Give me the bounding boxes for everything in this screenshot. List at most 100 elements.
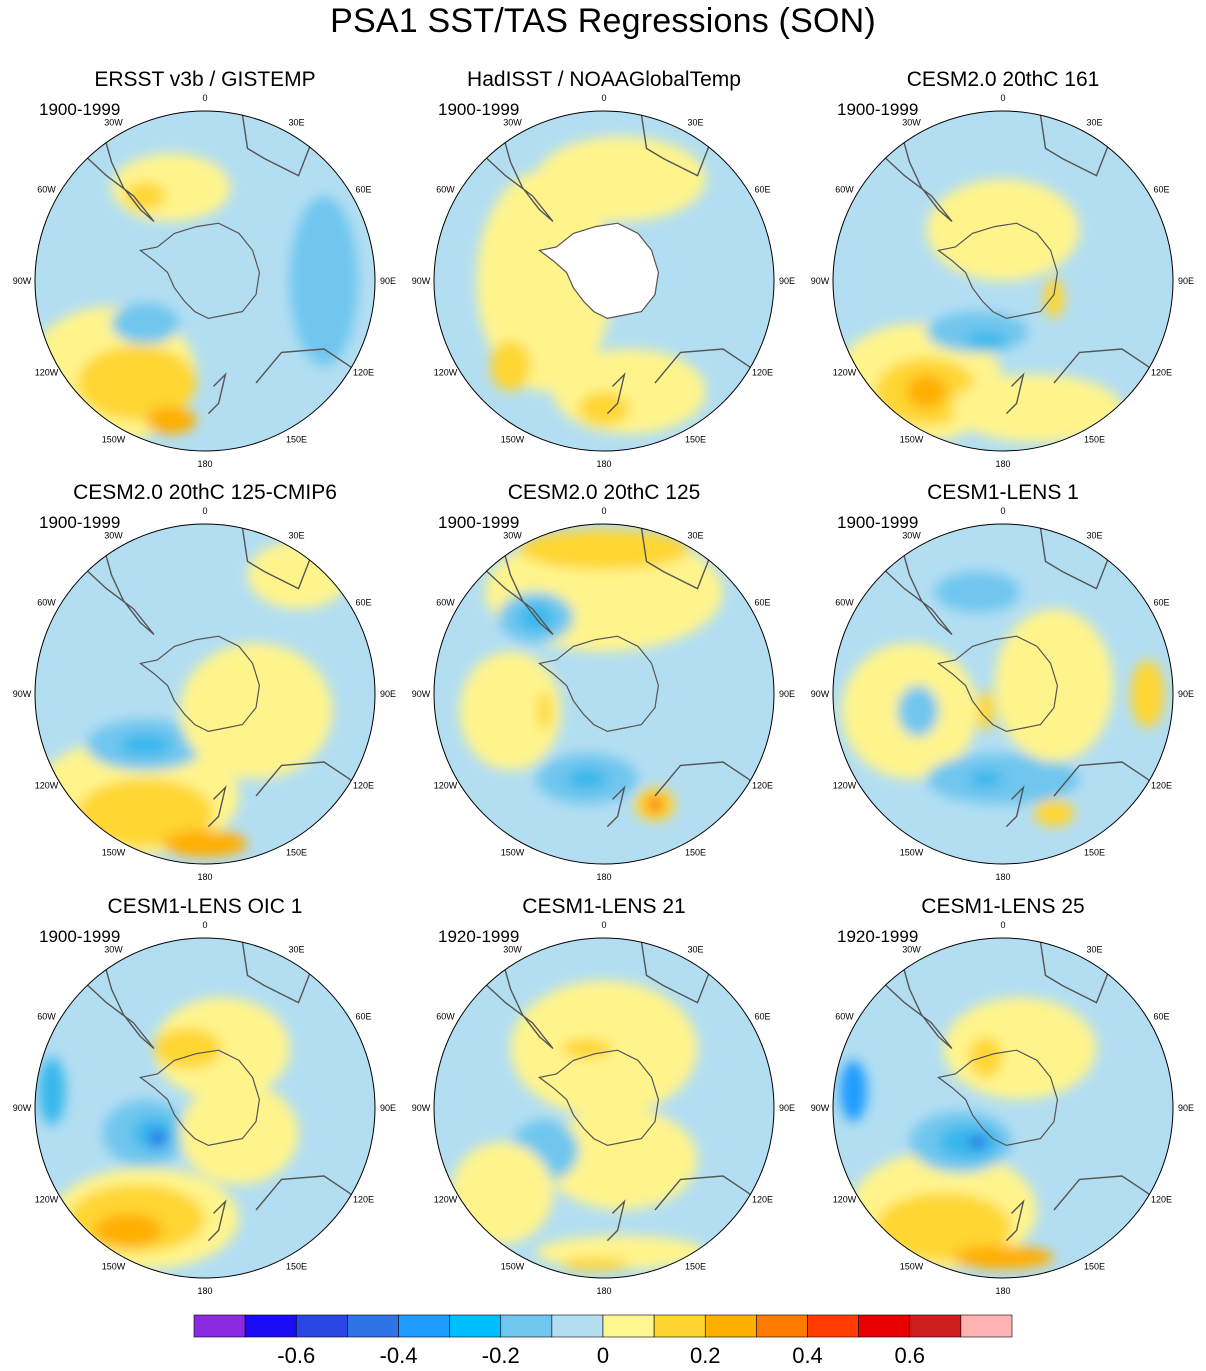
map-border [433,523,775,865]
longitude-label: 150W [900,435,924,445]
longitude-label: 120W [833,1195,857,1205]
anomaly-region [561,1257,630,1272]
longitude-label: 60E [754,1012,770,1022]
longitude-label: 90W [412,1103,431,1113]
panel-title: ERSST v3b / GISTEMP [94,68,316,91]
panel-period: 1900-1999 [837,513,919,532]
anomaly-region [111,153,231,222]
page-title: PSA1 SST/TAS Regressions (SON) [330,2,876,40]
map-border [832,110,1174,452]
longitude-label: 90E [1178,689,1194,699]
colorbar-label: -0.2 [482,1343,520,1368]
longitude-label: 180 [197,1286,212,1296]
new-zealand-coast [606,1199,626,1242]
longitude-label: 90W [811,1103,830,1113]
anomaly-region [578,391,630,426]
new-zealand-coast [207,372,227,415]
south-america-coast [481,946,554,1050]
anomaly-region [77,345,197,421]
longitude-label: 180 [596,872,611,882]
longitude-label: 60E [355,185,371,195]
new-zealand-coast [1005,372,1025,415]
longitude-label: 60E [754,185,770,195]
anomaly-region [490,340,531,392]
polar-map: 0 30E 60E 90E 120E 150E 180 150W 120W 90W 60W 30W [13,506,396,882]
longitude-label: 60E [754,598,770,608]
longitude-label: 60E [1153,185,1169,195]
longitude-label: 30E [288,118,304,128]
anomaly-region [451,1142,553,1244]
africa-coast [1039,941,1110,1004]
anomaly-region [906,374,947,409]
panel-title: CESM2.0 20thC 161 [906,68,1100,91]
anomaly-region [926,179,1080,281]
anomaly-region [179,1082,299,1185]
antarctica-coastline [936,635,1059,733]
longitude-label: 150E [685,435,706,445]
longitude-label: 0 [1000,506,1005,516]
panel-period: 1900-1999 [438,100,520,119]
africa-coast [241,527,312,590]
longitude-label: 120W [833,368,857,378]
longitude-label: 120E [353,1195,374,1205]
colorbar-swatch [653,1314,706,1338]
anomaly-region [553,349,706,434]
longitude-label: 120W [833,781,857,791]
south-america-coast [880,946,953,1050]
longitude-label: 90E [380,1103,396,1113]
antarctica-coastline [138,222,261,320]
longitude-label: 180 [596,459,611,469]
map-panel: 0 30E 60E 90E 120E 150E 180 150W 120W 90W 60W 30W CE… [404,895,804,1309]
polar-map: 0 30E 60E 90E 120E 150E 180 150W 120W 90W 60W 30W [811,506,1194,882]
antarctica-coastline [537,1049,660,1147]
south-america-coast [481,119,554,223]
longitude-label: 60W [436,598,455,608]
longitude-label: 0 [1000,93,1005,103]
longitude-label: 120E [1151,368,1172,378]
longitude-label: 150E [286,435,307,445]
antarctica-coastline [537,222,660,320]
longitude-label: 150E [286,1262,307,1272]
longitude-label: 60E [1153,598,1169,608]
longitude-label: 120W [35,1195,59,1205]
anomaly-region [646,796,664,813]
anomaly-region [125,182,166,210]
polar-map: 0 30E 60E 90E 120E 150E 180 150W 120W 90W 60W 30W [811,93,1194,469]
africa-coast [241,941,312,1004]
anomaly-region [476,170,613,392]
anomaly-region [179,643,333,779]
longitude-label: 120E [1151,781,1172,791]
longitude-label: 30W [104,531,123,541]
colorbar-label: 0 [597,1343,609,1368]
map-panel: 0 30E 60E 90E 120E 150E 180 150W 120W 90W 60W 30W CE… [5,895,405,1309]
colorbar-label: 0.6 [894,1343,925,1368]
polar-map: 0 30E 60E 90E 120E 150E 180 150W 120W 90W 60W 30W [811,920,1194,1296]
anomaly-region [94,1213,163,1248]
longitude-label: 30E [687,531,703,541]
anomaly-region [977,690,995,732]
longitude-label: 120W [35,368,59,378]
panel-period: 1900-1999 [39,513,121,532]
map-border [34,110,376,452]
colorbar-label: -0.4 [380,1343,418,1368]
anomaly-region [875,1193,1012,1261]
map-panel: 0 30E 60E 90E 120E 150E 180 150W 120W 90W 60W 30W Ha… [404,68,804,482]
longitude-label: 30E [687,118,703,128]
longitude-label: 30E [687,945,703,955]
polar-map: 0 30E 60E 90E 120E 150E 180 150W 120W 90W 60W 30W [412,506,795,882]
longitude-label: 90W [13,1103,32,1113]
panel-title: CESM2.0 20thC 125 [507,481,701,504]
anomaly-region [77,779,214,847]
longitude-label: 60W [835,1012,854,1022]
longitude-label: 60E [355,1012,371,1022]
africa-coast [640,527,711,590]
longitude-label: 90E [380,689,396,699]
anomaly-region [1130,660,1165,728]
longitude-label: 60W [835,598,854,608]
longitude-label: 30W [503,118,522,128]
longitude-label: 150W [501,1262,525,1272]
longitude-label: 30E [288,531,304,541]
longitude-label: 90W [412,276,431,286]
map-panel: 0 30E 60E 90E 120E 150E 180 150W 120W 90W 60W 30W ER… [5,68,405,482]
polar-map: 0 30E 60E 90E 120E 150E 180 150W 120W 90W 60W 30W [13,920,396,1296]
